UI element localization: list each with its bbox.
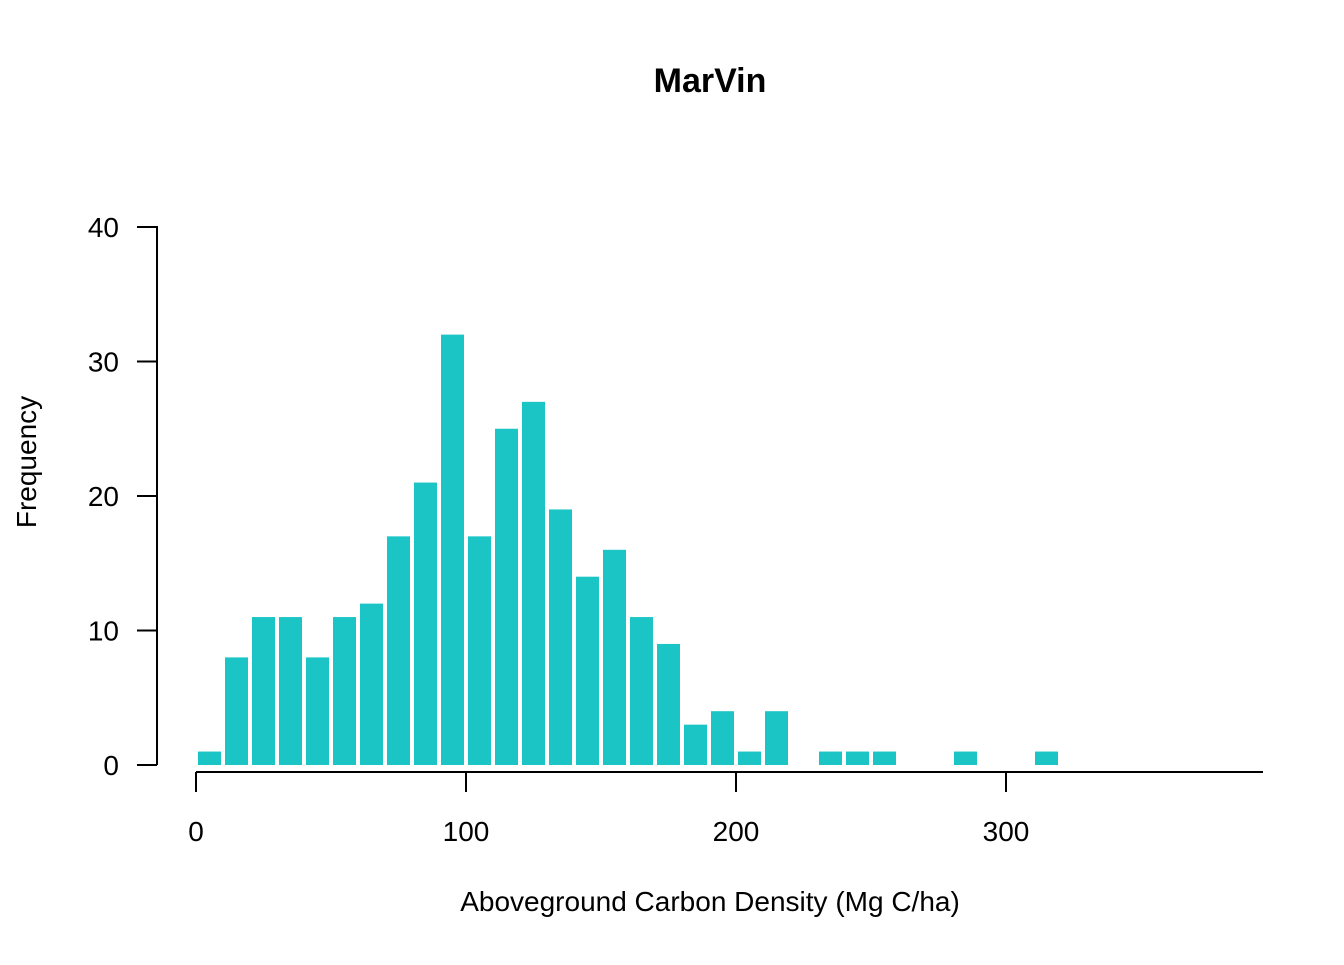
histogram-bar	[711, 711, 734, 765]
y-tick-label: 20	[88, 481, 119, 512]
histogram-bar	[765, 711, 788, 765]
histogram-bar	[954, 751, 977, 765]
histogram-bar	[333, 617, 356, 765]
histogram-bar	[873, 751, 896, 765]
histogram-bar	[306, 657, 329, 765]
histogram-bar	[846, 751, 869, 765]
histogram-bar	[279, 617, 302, 765]
y-axis: 0 10 20 30 40	[88, 212, 158, 781]
histogram-bar	[1035, 751, 1058, 765]
histogram-bar	[198, 751, 221, 765]
histogram-bar	[360, 603, 383, 765]
y-tick-label: 40	[88, 212, 119, 243]
histogram-bar	[414, 482, 437, 765]
histogram-bar	[522, 401, 545, 765]
x-axis: 0 100 200 300	[188, 771, 1263, 847]
histogram-bar	[630, 617, 653, 765]
y-tick-label: 10	[88, 616, 119, 647]
x-tick-label: 200	[713, 816, 760, 847]
histogram-bar	[684, 724, 707, 765]
histogram-bar	[549, 509, 572, 765]
y-tick-label: 0	[103, 750, 119, 781]
histogram-bar	[738, 751, 761, 765]
x-tick-label: 100	[443, 816, 490, 847]
histogram-bar	[387, 536, 410, 765]
histogram-bar	[468, 536, 491, 765]
chart-title: MarVin	[654, 62, 767, 100]
histogram-bar	[441, 334, 464, 765]
y-axis-label: Frequency	[11, 396, 42, 528]
y-tick-label: 30	[88, 347, 119, 378]
histogram-bar	[657, 643, 680, 765]
x-axis-label: Aboveground Carbon Density (Mg C/ha)	[460, 886, 960, 917]
histogram-bar	[603, 549, 626, 765]
x-tick-label: 300	[983, 816, 1030, 847]
histogram-bar	[495, 428, 518, 765]
bars-group	[198, 334, 1058, 765]
x-tick-label: 0	[188, 816, 204, 847]
histogram-bar	[819, 751, 842, 765]
histogram-bar	[576, 576, 599, 765]
histogram-bar	[252, 617, 275, 765]
histogram-bar	[225, 657, 248, 765]
